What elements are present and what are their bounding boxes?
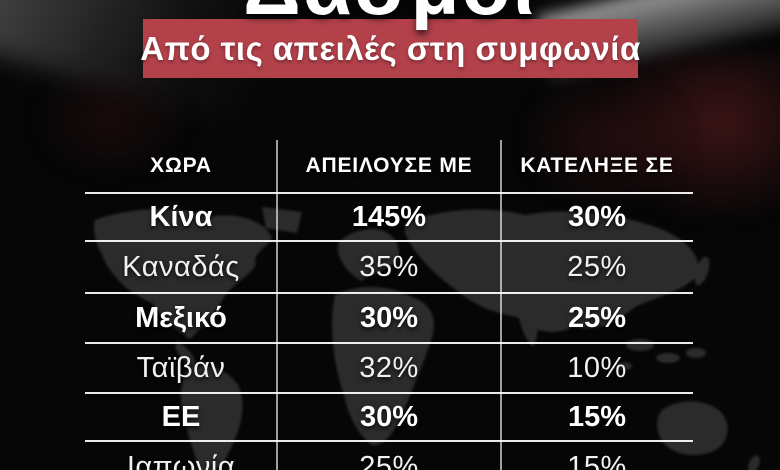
final-cell: 15% xyxy=(567,400,627,433)
table-row: Μεξικό 30% 25% xyxy=(85,292,693,342)
country-cell: Ταϊβάν xyxy=(136,351,226,384)
threatened-cell: 25% xyxy=(359,450,419,470)
final-cell: 15% xyxy=(567,450,627,470)
country-cell: Ιαπωνία xyxy=(126,450,236,470)
column-header-final: ΚΑΤΕΛΗΞΕ ΣΕ xyxy=(520,154,674,177)
country-cell: Καναδάς xyxy=(122,250,240,283)
table-header-row: ΧΩΡΑ ΑΠΕΙΛΟΥΣΕ ΜΕ ΚΑΤΕΛΗΞΕ ΣΕ xyxy=(85,140,693,192)
column-divider-1 xyxy=(276,140,278,470)
final-cell: 25% xyxy=(567,250,627,283)
column-divider-2 xyxy=(500,140,502,470)
table-row: Κίνα 145% 30% xyxy=(85,192,693,240)
column-header-threatened: ΑΠΕΙΛΟΥΣΕ ΜΕ xyxy=(305,154,473,177)
final-cell: 10% xyxy=(567,351,627,384)
table-row: Ταϊβάν 32% 10% xyxy=(85,342,693,392)
table-row: Καναδάς 35% 25% xyxy=(85,240,693,292)
table-row: Ιαπωνία 25% 15% xyxy=(85,440,693,470)
page-title: Δασμοί xyxy=(0,0,780,27)
final-cell: 25% xyxy=(567,301,627,334)
country-cell: Κίνα xyxy=(149,200,213,233)
country-cell: Μεξικό xyxy=(135,301,227,334)
final-cell: 30% xyxy=(567,200,627,233)
threatened-cell: 30% xyxy=(359,400,419,433)
tariff-table: ΧΩΡΑ ΑΠΕΙΛΟΥΣΕ ΜΕ ΚΑΤΕΛΗΞΕ ΣΕ Κίνα 145% … xyxy=(85,140,693,470)
country-cell: ΕΕ xyxy=(161,400,201,433)
threatened-cell: 30% xyxy=(359,301,419,334)
column-header-country: ΧΩΡΑ xyxy=(150,154,212,177)
table-row: ΕΕ 30% 15% xyxy=(85,392,693,440)
threatened-cell: 32% xyxy=(359,351,419,384)
threatened-cell: 35% xyxy=(359,250,419,283)
threatened-cell: 145% xyxy=(351,200,427,233)
subtitle-text: Από τις απειλές στη συμφωνία xyxy=(140,29,641,67)
